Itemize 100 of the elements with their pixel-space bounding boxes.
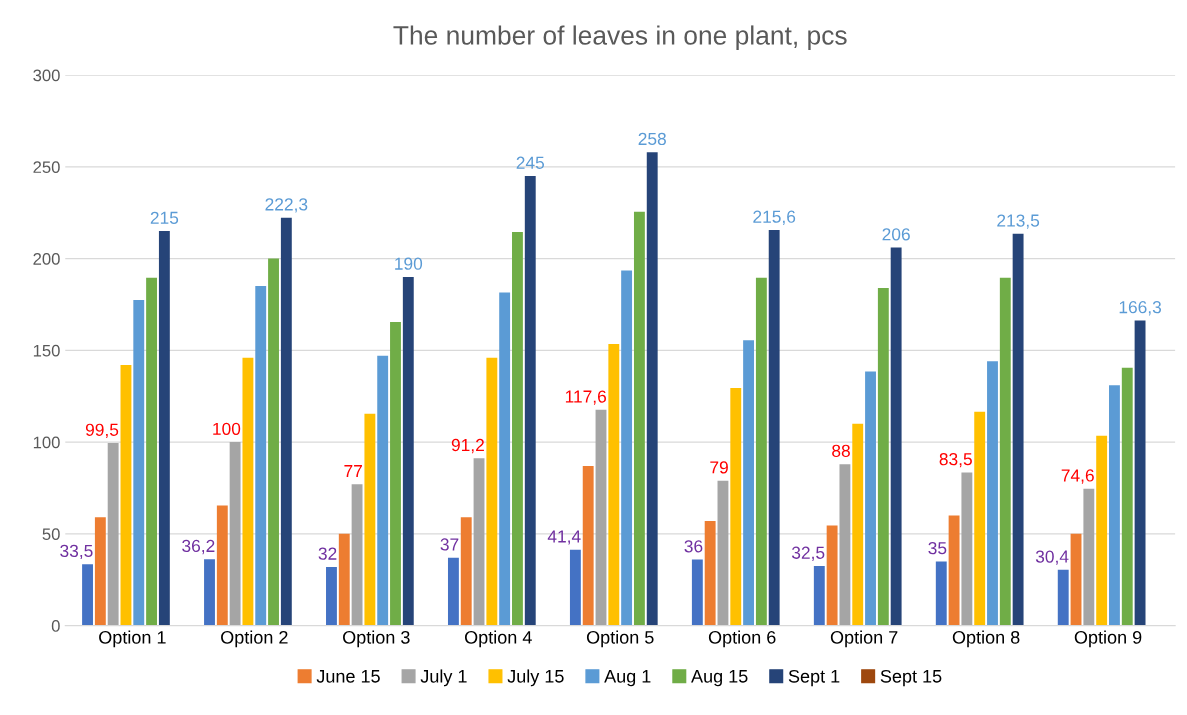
x-tick-label: Option 7 xyxy=(830,630,898,648)
data-label: 99,5 xyxy=(85,423,119,438)
bar xyxy=(961,472,973,626)
bar xyxy=(1083,488,1095,626)
bar xyxy=(704,521,716,626)
data-label: 190 xyxy=(395,257,423,270)
data-label: 79 xyxy=(710,461,728,474)
bar xyxy=(1070,533,1082,626)
bar xyxy=(1121,367,1133,626)
bar xyxy=(499,292,511,626)
bar xyxy=(107,443,119,626)
data-label: 206 xyxy=(882,228,910,241)
data-label: 36 xyxy=(684,540,703,553)
bar xyxy=(447,557,459,626)
bar xyxy=(229,442,241,626)
data-label: 30,4 xyxy=(1035,550,1069,565)
data-label: 74,6 xyxy=(1061,469,1094,484)
y-tick-label: 250 xyxy=(33,161,60,174)
bar xyxy=(326,566,337,626)
bar xyxy=(364,413,376,626)
bar xyxy=(987,361,998,626)
data-label: 100 xyxy=(213,422,241,436)
data-label: 245 xyxy=(516,156,545,169)
legend-label: Sept 1 xyxy=(788,669,840,687)
data-label: 258 xyxy=(638,132,666,146)
data-label: 33,5 xyxy=(60,544,93,560)
bar xyxy=(691,559,703,626)
bar xyxy=(826,525,838,626)
bar xyxy=(1134,320,1146,626)
bar xyxy=(999,277,1011,626)
bar xyxy=(730,387,742,626)
y-tick-label: 200 xyxy=(33,252,60,265)
data-label: 117,6 xyxy=(565,390,606,405)
bar xyxy=(865,371,876,626)
x-tick-label: Option 3 xyxy=(343,630,410,648)
bar xyxy=(377,355,389,626)
bar xyxy=(242,357,254,626)
bar xyxy=(595,409,607,626)
x-tick-label: Option 9 xyxy=(1074,630,1142,648)
bar xyxy=(717,480,729,626)
bar xyxy=(1057,569,1069,626)
bar xyxy=(768,229,780,626)
bar xyxy=(390,321,401,626)
bar xyxy=(890,247,902,626)
bar xyxy=(473,458,485,626)
y-tick-label: 50 xyxy=(42,528,60,541)
legend-label: Aug 15 xyxy=(691,670,748,687)
legend-label: July 1 xyxy=(420,669,467,687)
data-label: 222,3 xyxy=(265,198,308,213)
legend-label: June 15 xyxy=(316,670,380,683)
bar xyxy=(852,423,864,626)
bar xyxy=(268,258,279,626)
bar xyxy=(158,231,170,626)
data-label: 88 xyxy=(832,444,850,458)
bar xyxy=(1096,435,1108,626)
bar xyxy=(351,484,363,626)
data-label: 41,4 xyxy=(547,530,581,545)
bar xyxy=(569,549,581,626)
bar xyxy=(512,231,523,626)
x-tick-label: Option 4 xyxy=(464,630,532,648)
chart-title: The number of leaves in one plant, pcs xyxy=(393,25,847,50)
bar xyxy=(839,464,851,626)
bar xyxy=(948,515,960,626)
legend-label: July 15 xyxy=(507,669,564,687)
x-tick-label: Option 5 xyxy=(586,630,654,648)
bar xyxy=(633,211,645,626)
data-label: 32,5 xyxy=(791,546,825,561)
bar xyxy=(646,152,658,626)
data-label: 215 xyxy=(150,211,179,224)
x-tick-label: Option 1 xyxy=(99,630,166,648)
data-label: 35 xyxy=(928,542,947,555)
y-tick-label: 150 xyxy=(33,344,60,357)
bar xyxy=(216,505,228,626)
bar xyxy=(582,465,594,626)
x-tick-label: Option 6 xyxy=(708,630,776,648)
bar xyxy=(460,517,472,626)
bar xyxy=(755,277,767,626)
bar xyxy=(486,357,498,626)
y-tick-label: 300 xyxy=(33,69,60,82)
x-tick-label: Option 8 xyxy=(952,630,1020,648)
legend-label: Aug 1 xyxy=(604,670,651,687)
bar xyxy=(133,299,145,626)
bar xyxy=(94,517,106,626)
bar xyxy=(1012,233,1024,626)
bar xyxy=(621,270,633,626)
bar xyxy=(146,277,158,626)
bar xyxy=(743,340,755,626)
bar xyxy=(1109,385,1120,626)
bar xyxy=(813,565,825,626)
bar xyxy=(280,217,292,626)
data-label: 77 xyxy=(344,465,362,478)
data-label: 215,6 xyxy=(753,210,796,225)
bar xyxy=(120,365,132,626)
bar xyxy=(402,276,414,626)
bar xyxy=(204,559,215,626)
bar xyxy=(608,343,620,626)
bar xyxy=(935,561,947,626)
data-label: 37 xyxy=(440,538,459,551)
legend-label: Sept 15 xyxy=(880,669,942,687)
bar xyxy=(338,533,350,626)
